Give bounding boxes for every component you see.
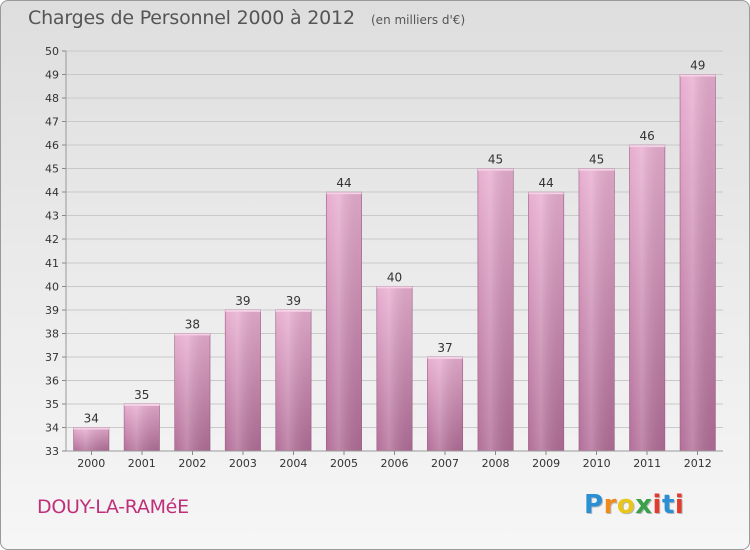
y-tick-label: 43 [45, 210, 59, 223]
data-label-2003: 39 [235, 294, 250, 308]
y-tick-label: 34 [45, 421, 59, 434]
y-tick-label: 50 [45, 45, 59, 58]
chart-subtitle: (en milliers d'€) [371, 13, 466, 27]
y-tick-label: 46 [45, 139, 59, 152]
logo-letter: P [584, 490, 604, 520]
x-tick-label-2000: 2000 [77, 457, 105, 470]
data-label-2007: 37 [437, 341, 452, 355]
y-tick-label: 44 [45, 186, 59, 199]
bar-top-highlight [225, 309, 261, 312]
y-tick-label: 40 [45, 280, 59, 293]
bar-shine [275, 309, 312, 451]
bar-shine [680, 74, 716, 451]
x-tick-label-2008: 2008 [482, 457, 510, 470]
commune-name: DOUY-LA-RAMéE [37, 496, 189, 518]
bar-top-highlight [376, 286, 413, 289]
bar-top-highlight [275, 309, 312, 312]
bar-top-highlight [528, 192, 564, 195]
bar-top-highlight [477, 168, 514, 171]
y-tick-label: 41 [45, 257, 59, 270]
bar-shine [578, 168, 615, 451]
bar-top-highlight [124, 403, 160, 406]
bar-shine [528, 192, 564, 452]
y-tick-label: 42 [45, 233, 59, 246]
bar-top-highlight [326, 192, 362, 195]
data-label-2000: 34 [84, 411, 99, 425]
x-tick-label-2011: 2011 [633, 457, 661, 470]
y-tick-label: 36 [45, 374, 59, 387]
logo-letter: x [635, 490, 653, 520]
x-tick-label-2006: 2006 [381, 457, 409, 470]
x-tick-label-2001: 2001 [128, 457, 156, 470]
bar-top-highlight [73, 427, 109, 430]
x-tick-label-2012: 2012 [684, 457, 712, 470]
bar-top-highlight [174, 333, 211, 336]
y-tick-label: 45 [45, 163, 59, 176]
bar-shine [427, 356, 463, 451]
data-label-2004: 39 [286, 294, 301, 308]
logo-letter: r [603, 490, 617, 520]
data-label-2012: 49 [690, 59, 705, 73]
data-label-2009: 44 [538, 176, 553, 190]
bar-shine [225, 309, 261, 451]
logo-letter: t [661, 490, 675, 520]
x-tick-label-2009: 2009 [532, 457, 560, 470]
x-tick-label-2010: 2010 [583, 457, 611, 470]
bar-shine [629, 145, 665, 451]
bar-shine [477, 168, 514, 451]
y-tick-label: 49 [45, 69, 59, 82]
x-tick-label-2005: 2005 [330, 457, 358, 470]
bar-top-highlight [680, 74, 716, 77]
data-label-2001: 35 [134, 388, 149, 402]
y-tick-label: 37 [45, 351, 59, 364]
data-labels: 34 35 38 39 39 44 40 37 45 44 45 46 49 [84, 59, 706, 426]
y-tick-label: 35 [45, 398, 59, 411]
x-tick-label-2007: 2007 [431, 457, 459, 470]
bar-top-highlight [427, 356, 463, 359]
bar-shine [73, 427, 109, 451]
y-axis: 33 34 35 36 37 38 39 40 41 42 43 44 45 46 47 48 49 50 [45, 45, 67, 458]
y-tick-label: 47 [45, 116, 59, 129]
bar-shine [124, 403, 160, 451]
bar-shine [326, 192, 362, 452]
logo-letter: i [652, 490, 662, 520]
data-label-2008: 45 [488, 153, 503, 167]
bar-top-highlight [629, 145, 665, 148]
bars [73, 74, 716, 452]
logo-letter: o [616, 490, 636, 520]
x-tick-label-2002: 2002 [178, 457, 206, 470]
y-tick-label: 39 [45, 304, 59, 317]
data-label-2005: 44 [336, 176, 351, 190]
x-tick-label-2003: 2003 [229, 457, 257, 470]
data-label-2002: 38 [185, 317, 200, 331]
proxiti-logo: Proxiti [584, 490, 684, 520]
y-tick-label: 33 [45, 445, 59, 458]
logo-letter: i [674, 490, 685, 520]
data-label-2011: 46 [640, 129, 655, 143]
data-label-2010: 45 [589, 153, 604, 167]
y-tick-label: 38 [45, 327, 59, 340]
chart-title: Charges de Personnel 2000 à 2012 [28, 7, 355, 29]
bar-shine [174, 333, 211, 451]
x-tick-label-2004: 2004 [279, 457, 307, 470]
data-label-2006: 40 [387, 270, 402, 284]
bar-top-highlight [578, 168, 615, 171]
x-axis: 2000 2001 2002 2003 2004 2005 2006 2007 2008 2009… [66, 450, 723, 470]
bar-shine [376, 286, 413, 451]
y-tick-label: 48 [45, 92, 59, 105]
